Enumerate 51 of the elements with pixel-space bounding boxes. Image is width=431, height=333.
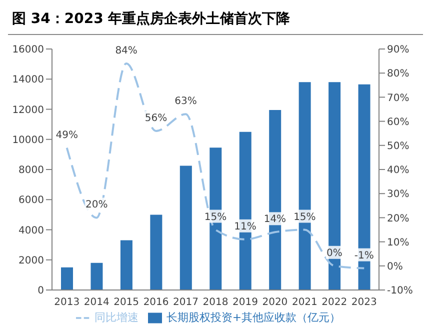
bar [120,240,132,290]
y-tick-label: 4000 [18,225,44,236]
y2-tick-label: 60% [387,116,410,128]
y2-tick-label: 20% [387,213,410,224]
x-tick-label: 2013 [54,297,80,308]
y-tick-label: 12000 [12,104,44,116]
y-tick-label: 6000 [18,195,44,206]
y2-tick-label: 0% [387,261,403,272]
data-label: 0% [326,248,342,259]
bar [180,166,192,290]
bar [328,82,341,290]
y-tick-label: 14000 [12,74,44,86]
y2-tick-label: 70% [387,92,410,104]
x-tick-label: 2014 [84,297,110,308]
x-tick-label: 2018 [202,297,228,308]
x-tick-label: 2020 [262,297,288,308]
y2-tick-label: 80% [387,68,410,80]
x-tick-label: 2022 [322,297,348,308]
data-label: 63% [174,96,197,108]
y-tick-label: 10000 [12,134,44,146]
data-label: 20% [85,200,108,211]
data-label: 11% [234,221,256,232]
data-label: -1% [354,250,374,262]
x-tick-label: 2017 [173,297,198,308]
data-label: 15% [204,212,227,223]
x-tick-label: 2016 [143,297,169,308]
x-tick-label: 2015 [114,297,140,308]
y-tick-label: 8000 [18,165,44,176]
bar [61,267,73,290]
data-label: 56% [144,112,168,124]
x-tick-label: 2019 [232,297,258,308]
y2-tick-label: 40% [387,165,410,176]
data-label: 14% [264,214,286,226]
data-label: 84% [115,45,138,56]
legend-label: 同比增速 [94,311,138,324]
y2-tick-label: 90% [387,44,410,56]
y2-tick-label: 30% [387,189,410,200]
y-tick-label: 2000 [18,255,44,266]
y2-tick-label: 50% [387,140,410,152]
legend-label: 长期股权投资+其他应收款（亿元） [166,311,341,324]
chart-title: 图 34：2023 年重点房企表外土储首次下降 [8,8,423,35]
y2-tick-label: 10% [387,237,410,248]
x-tick-label: 2021 [292,297,318,308]
y-tick-label: 16000 [12,44,44,56]
data-label: 49% [56,130,78,141]
data-label: 15% [294,212,316,223]
y-tick-label: 0 [38,286,44,297]
y2-tick-label: -10% [387,286,413,297]
x-tick-label: 2023 [351,297,377,308]
bar [90,262,103,290]
bar [150,214,162,290]
